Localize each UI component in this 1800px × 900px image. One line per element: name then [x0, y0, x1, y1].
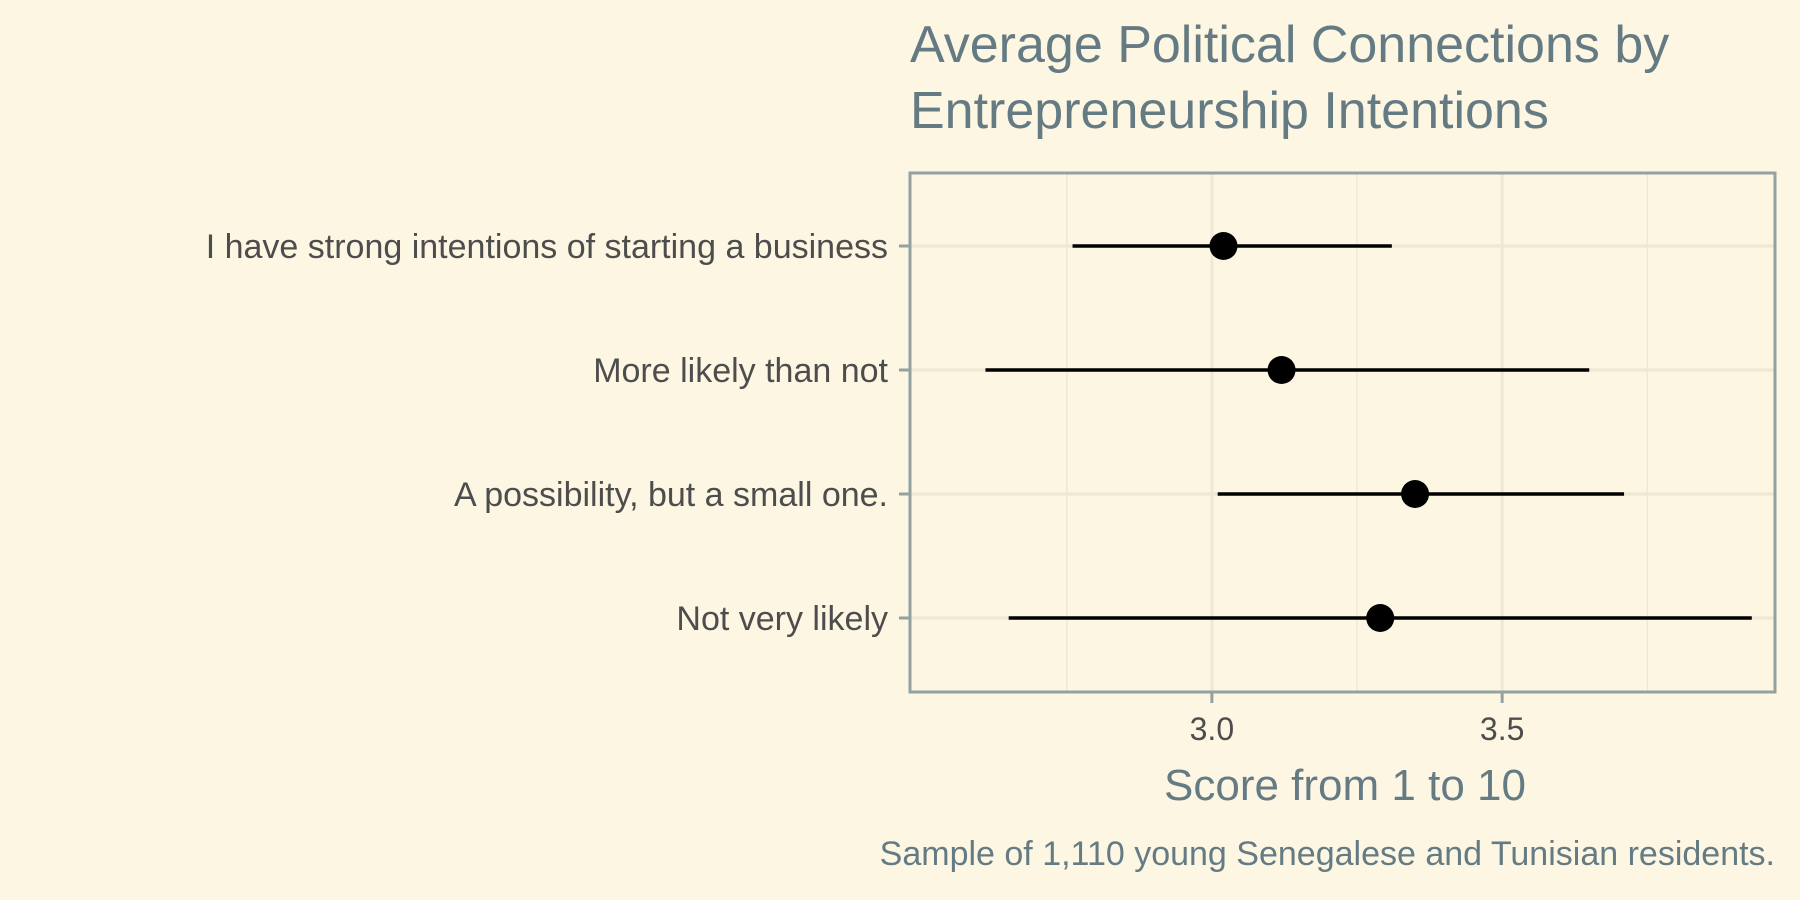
category-label-1: More likely than not — [593, 352, 888, 390]
marks-layer — [985, 232, 1752, 632]
mean-point-2 — [1401, 480, 1430, 508]
x-tick-label-1: 3.5 — [1480, 711, 1524, 747]
mean-point-0 — [1209, 232, 1238, 260]
category-label-3: Not very likely — [676, 600, 888, 638]
mean-point-1 — [1267, 356, 1296, 384]
category-label-2: A possibility, but a small one. — [454, 476, 888, 514]
panel-border — [908, 171, 1777, 694]
axis-layer: I have strong intentions of starting a b… — [206, 228, 1525, 747]
mean-point-3 — [1366, 604, 1395, 632]
x-tick-label-0: 3.0 — [1190, 711, 1234, 747]
chart-caption: Sample of 1,110 young Senegalese and Tun… — [880, 835, 1775, 873]
chart-title-line-1: Average Political Connections by — [910, 16, 1669, 74]
x-axis-title: Score from 1 to 10 — [1164, 761, 1526, 810]
grid-layer — [910, 173, 1775, 692]
chart-title-line-2: Entrepreneurship Intentions — [910, 82, 1549, 140]
category-label-0: I have strong intentions of starting a b… — [206, 228, 888, 266]
